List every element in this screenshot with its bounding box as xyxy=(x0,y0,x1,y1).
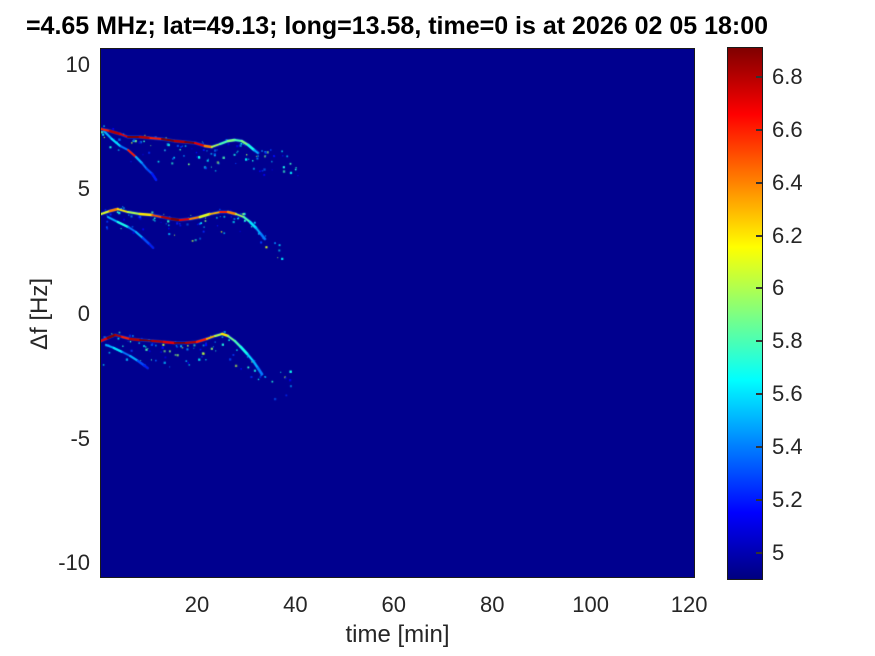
colorbar-tick-mark xyxy=(756,498,762,501)
colorbar-tick-label: 6.8 xyxy=(772,64,803,90)
colorbar-tick-mark xyxy=(756,234,762,237)
colorbar-tick-mark xyxy=(756,551,762,554)
colorbar-tick-label: 5.8 xyxy=(772,328,803,354)
colorbar-tick-label: 6 xyxy=(772,275,785,301)
y-tick-label: 5 xyxy=(77,176,90,202)
plot-area xyxy=(100,48,695,578)
colorbar-tick-mark xyxy=(756,287,762,290)
colorbar-tick-label: 5.6 xyxy=(772,381,803,407)
colorbar-tick-mark xyxy=(756,128,762,131)
x-tick-label: 80 xyxy=(479,592,505,617)
colorbar-tick-label: 5 xyxy=(772,539,785,565)
y-tick-label: -5 xyxy=(70,425,90,451)
x-tick-label: 40 xyxy=(283,592,308,617)
figure-title: =4.65 MHz; lat=49.13; long=13.58, time=0… xyxy=(25,12,769,40)
colorbar-tick-label: 5.2 xyxy=(772,486,803,512)
colorbar-tick-mark xyxy=(756,340,762,343)
colorbar-tick-mark xyxy=(756,181,762,184)
y-tick-label: 0 xyxy=(77,300,90,326)
colorbar-tick-label: 6.4 xyxy=(772,169,803,195)
colorbar-tick-label: 6.6 xyxy=(772,116,803,142)
spectrogram-canvas xyxy=(101,49,694,577)
colorbar-tick-mark xyxy=(756,393,762,396)
y-tick-label: -10 xyxy=(58,550,90,576)
colorbar-tick-label: 5.4 xyxy=(772,433,803,459)
x-tick-label: 20 xyxy=(184,592,210,617)
colorbar-gradient xyxy=(728,48,762,579)
x-tick-label: 60 xyxy=(381,592,407,617)
x-axis-label: time [min] xyxy=(345,621,450,648)
colorbar-tick-mark xyxy=(756,445,762,448)
x-tick-label: 100 xyxy=(572,592,609,617)
colorbar-tick-label: 6.2 xyxy=(772,222,803,248)
y-tick-label: 10 xyxy=(65,51,90,77)
x-tick-label: 120 xyxy=(670,592,708,617)
colorbar-tick-mark xyxy=(756,76,762,79)
colorbar xyxy=(727,47,763,580)
